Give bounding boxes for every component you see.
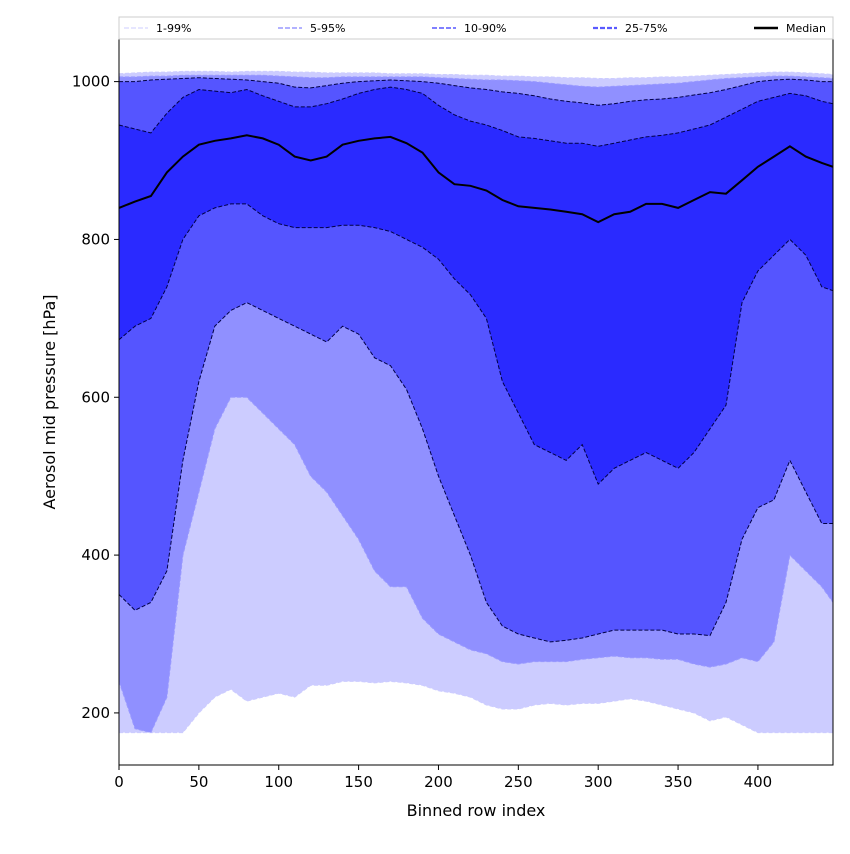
legend-label: 25-75% bbox=[625, 22, 667, 35]
band-lines bbox=[118, 70, 834, 734]
x-tick-label: 50 bbox=[189, 773, 208, 791]
x-tick-label: 200 bbox=[424, 773, 453, 791]
legend: 1-99% 5-95% 10-90% 25-75% Median bbox=[118, 16, 834, 40]
band-25-75 bbox=[119, 87, 833, 485]
x-tick-label: 150 bbox=[344, 773, 373, 791]
y-tick-label: 800 bbox=[81, 230, 110, 248]
y-axis: 200 400 600 800 1000 bbox=[72, 73, 119, 722]
legend-label: Median bbox=[786, 22, 826, 35]
line-p10 bbox=[118, 302, 833, 643]
x-axis-label: Binned row index bbox=[407, 801, 546, 820]
y-tick-label: 400 bbox=[81, 546, 110, 564]
x-tick-label: 100 bbox=[264, 773, 293, 791]
line-p75 bbox=[118, 86, 834, 147]
line-p25 bbox=[118, 203, 834, 485]
y-tick-label: 1000 bbox=[72, 73, 110, 91]
x-axis: 0 50 100 150 200 250 300 350 400 bbox=[114, 765, 772, 791]
x-tick-label: 250 bbox=[504, 773, 533, 791]
legend-label: 1-99% bbox=[156, 22, 191, 35]
x-tick-label: 400 bbox=[744, 773, 773, 791]
line-p90 bbox=[119, 77, 833, 106]
bands bbox=[119, 71, 833, 733]
y-axis-label: Aerosol mid pressure [hPa] bbox=[40, 294, 59, 509]
x-tick-label: 350 bbox=[664, 773, 693, 791]
line-p5 bbox=[118, 396, 834, 734]
legend-label: 10-90% bbox=[464, 22, 506, 35]
legend-label: 5-95% bbox=[310, 22, 345, 35]
x-tick-label: 0 bbox=[114, 773, 124, 791]
median-line bbox=[118, 134, 834, 224]
legend-box bbox=[118, 16, 834, 40]
y-tick-label: 200 bbox=[81, 704, 110, 722]
x-tick-label: 300 bbox=[584, 773, 613, 791]
line-p1 bbox=[119, 680, 833, 734]
y-tick-label: 600 bbox=[81, 388, 110, 406]
